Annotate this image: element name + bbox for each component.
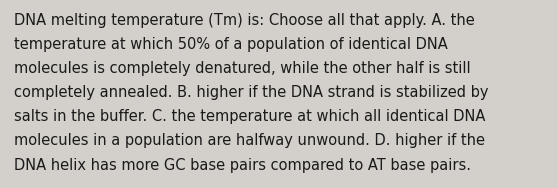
Text: completely annealed. B. higher if the DNA strand is stabilized by: completely annealed. B. higher if the DN…: [14, 85, 488, 100]
Text: molecules is completely denatured, while the other half is still: molecules is completely denatured, while…: [14, 61, 470, 76]
Text: salts in the buffer. C. the temperature at which all identical DNA: salts in the buffer. C. the temperature …: [14, 109, 485, 124]
Text: DNA helix has more GC base pairs compared to AT base pairs.: DNA helix has more GC base pairs compare…: [14, 158, 471, 173]
Text: DNA melting temperature (Tm) is: Choose all that apply. A. the: DNA melting temperature (Tm) is: Choose …: [14, 13, 475, 28]
Text: molecules in a population are halfway unwound. D. higher if the: molecules in a population are halfway un…: [14, 133, 485, 149]
Text: temperature at which 50% of a population of identical DNA: temperature at which 50% of a population…: [14, 37, 448, 52]
